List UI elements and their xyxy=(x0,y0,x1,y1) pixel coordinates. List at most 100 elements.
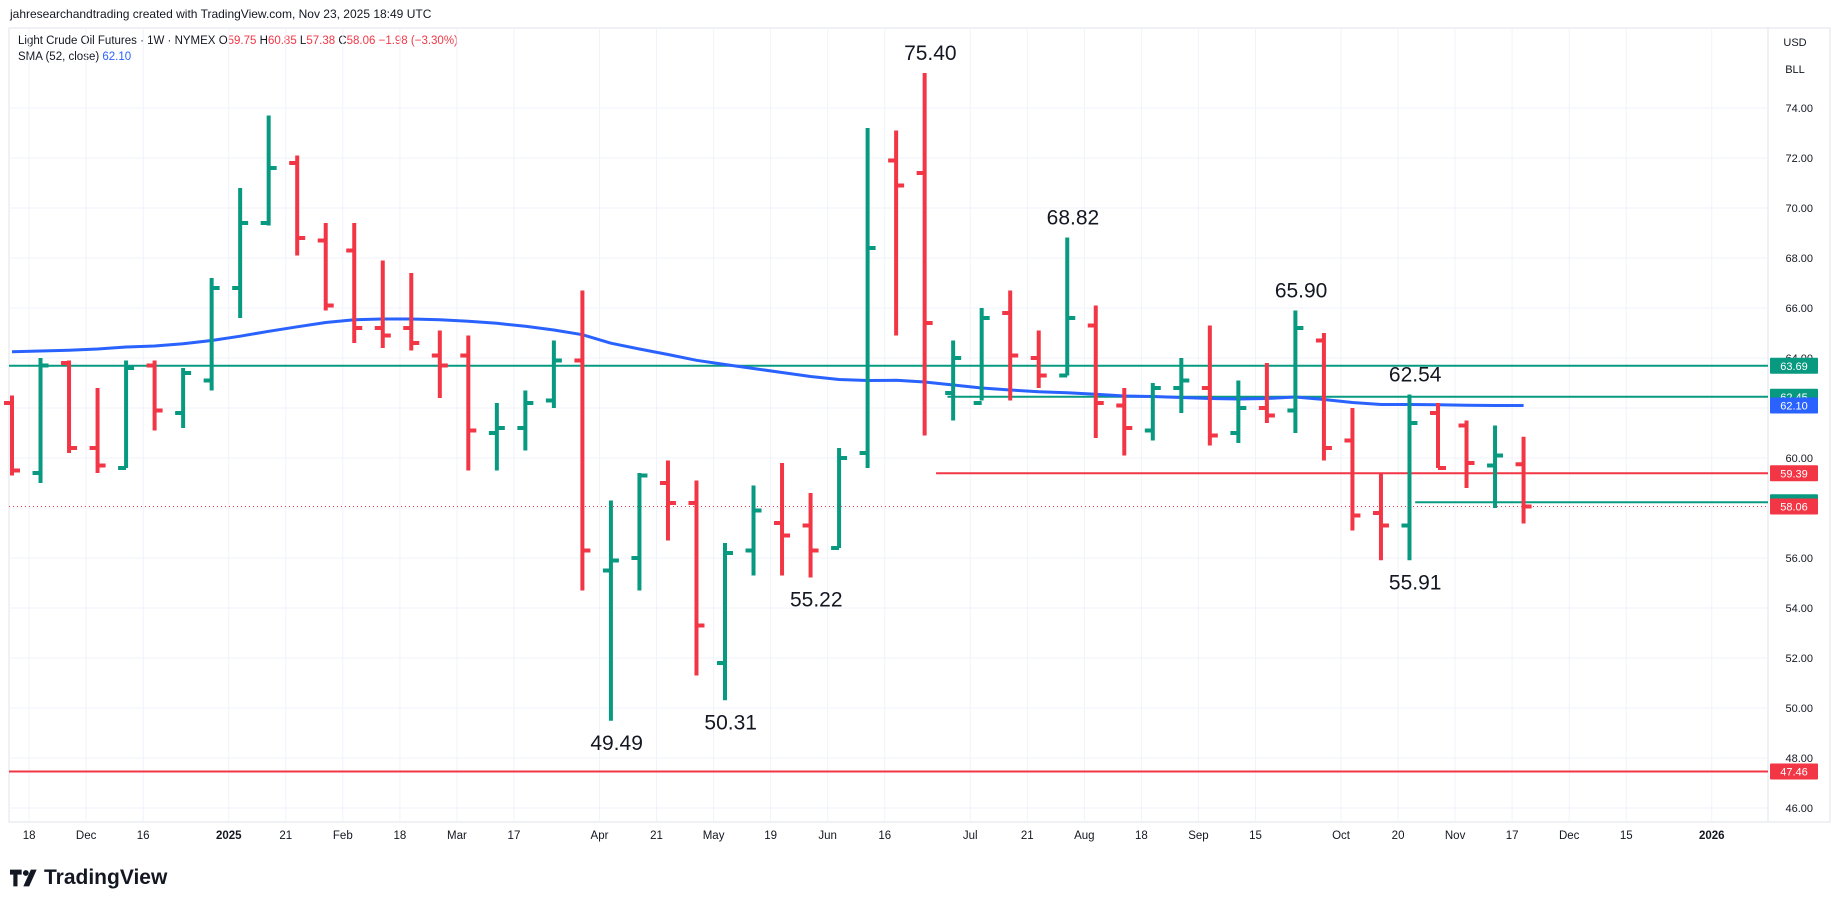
ohlc-bar xyxy=(1430,403,1446,470)
time-tick-label: 16 xyxy=(878,830,891,842)
time-tick-label: Mar xyxy=(447,830,467,842)
ohlc-bar xyxy=(431,330,448,398)
price-tick-label: 54.00 xyxy=(1785,603,1813,615)
ohlc-bar xyxy=(802,493,819,578)
ohlc-bar xyxy=(1030,330,1047,388)
axis-marker-text: 62.10 xyxy=(1780,401,1808,413)
ohlc-bar xyxy=(89,388,106,473)
ohlc-bar xyxy=(831,448,848,550)
time-tick-label: 2025 xyxy=(216,830,242,842)
time-tick-label: 21 xyxy=(650,830,663,842)
ohlc-bar xyxy=(1173,358,1190,413)
ohlc-bar xyxy=(289,155,306,256)
unit-label[interactable]: BLL xyxy=(1785,64,1805,76)
price-label-text: 59.39 xyxy=(1780,468,1808,480)
high-value: 60.85 xyxy=(267,35,297,47)
currency-label[interactable]: USD xyxy=(1783,37,1807,49)
price-tick-label: 52.00 xyxy=(1785,653,1813,665)
ohlc-bar xyxy=(717,543,733,701)
axis-marker-box xyxy=(1770,498,1818,515)
time-tick-label: 21 xyxy=(279,830,292,842)
price-annotation: 62.54 xyxy=(1389,364,1442,387)
ohlc-bar xyxy=(659,460,676,541)
ohlc-bar xyxy=(4,395,20,476)
ohlc-bar xyxy=(1059,237,1076,378)
low-key: L xyxy=(299,35,307,47)
grid xyxy=(8,27,1831,823)
ohlc-bar xyxy=(1230,380,1247,443)
ohlc-bar xyxy=(1458,420,1475,488)
time-tick-label: Dec xyxy=(76,830,97,842)
symbol-title[interactable]: Light Crude Oil Futures · 1W · NYMEX xyxy=(18,35,216,47)
time-tick-label: 19 xyxy=(764,830,777,842)
ohlc-bar xyxy=(260,115,277,226)
sma-layer xyxy=(11,317,1524,407)
time-tick-label: Jun xyxy=(818,830,837,842)
ohlc-bar xyxy=(403,273,420,351)
ohlc-bar xyxy=(32,358,49,483)
price-annotation: 55.91 xyxy=(1389,571,1442,594)
time-tick-label: Aug xyxy=(1074,830,1094,842)
ohlc-bar xyxy=(973,308,990,405)
time-tick-label: Nov xyxy=(1445,830,1466,842)
ohlc-bar xyxy=(774,463,791,576)
ohlc-bar xyxy=(859,128,876,468)
ohlc-bar xyxy=(1002,290,1019,401)
ohlc-bar xyxy=(374,260,391,348)
ohlc-bar xyxy=(1144,383,1161,441)
close-value: 58.06 xyxy=(346,35,376,47)
sma-label[interactable]: SMA (52, close) xyxy=(18,51,100,63)
time-tick-label: 18 xyxy=(23,830,36,842)
price-annotation: 50.31 xyxy=(704,711,757,734)
time-tick-label: Oct xyxy=(1332,830,1351,842)
chart-attribution: jahresearchandtrading created with Tradi… xyxy=(10,7,432,21)
price-annotation: 75.40 xyxy=(904,42,957,65)
tradingview-logo[interactable]: TradingView xyxy=(10,866,167,890)
ohlc-bar xyxy=(1515,436,1532,524)
ohlc-bar xyxy=(1315,333,1332,461)
time-tick-label: 15 xyxy=(1620,830,1633,842)
time-tick-label: Sep xyxy=(1188,830,1208,842)
price-label-text: 63.69 xyxy=(1780,361,1808,373)
horizontal-lines xyxy=(9,364,1768,773)
time-tick-label: Apr xyxy=(591,830,609,842)
change-value: −1.98 (−3.30%) xyxy=(378,35,458,47)
sma-value: 62.10 xyxy=(102,51,132,63)
open-value: 59.75 xyxy=(227,35,257,47)
ohlc-bar xyxy=(61,360,78,453)
price-label-box xyxy=(1770,357,1818,374)
time-tick-label: 18 xyxy=(1135,830,1148,842)
ohlc-bar xyxy=(488,403,505,471)
ohlc-bar xyxy=(631,473,648,591)
price-tick-label: 72.00 xyxy=(1785,153,1813,165)
price-annotations: 75.40 68.82 65.90 62.54 55.91 55.22 50.31 49.49 xyxy=(590,42,1441,755)
time-tick-label: Feb xyxy=(333,830,353,842)
ohlc-bar xyxy=(545,340,562,408)
price-tick-label: 70.00 xyxy=(1785,203,1813,215)
time-tick-label: 21 xyxy=(1021,830,1034,842)
axis-marker-box xyxy=(1770,397,1818,414)
price-annotation: 49.49 xyxy=(590,732,643,755)
ohlc-bar xyxy=(232,188,249,318)
price-tick-label: 56.00 xyxy=(1785,553,1813,565)
symbol-legend: Light Crude Oil Futures · 1W · NYMEX O59… xyxy=(18,35,458,47)
time-tick-label: May xyxy=(703,830,725,842)
ohlc-bar xyxy=(916,73,933,436)
ohlc-bar xyxy=(1087,305,1104,438)
price-label-box xyxy=(1770,763,1818,780)
tradingview-logo-icon xyxy=(10,869,37,887)
high-key: H xyxy=(259,35,268,47)
time-tick-label: 18 xyxy=(393,830,406,842)
price-tick-label: 66.00 xyxy=(1785,303,1813,315)
price-tick-label: 68.00 xyxy=(1785,253,1813,265)
ohlc-bars xyxy=(4,73,1532,721)
axis-marker-text: 58.06 xyxy=(1780,502,1808,514)
ohlc-bar xyxy=(346,223,363,343)
ohlc-bar xyxy=(1116,388,1133,456)
time-tick-label: 17 xyxy=(508,830,521,842)
tradingview-brand: TradingView xyxy=(44,866,168,889)
price-tick-label: 50.00 xyxy=(1785,703,1813,715)
time-tick-label: 17 xyxy=(1506,830,1519,842)
price-annotation: 65.90 xyxy=(1275,280,1328,303)
